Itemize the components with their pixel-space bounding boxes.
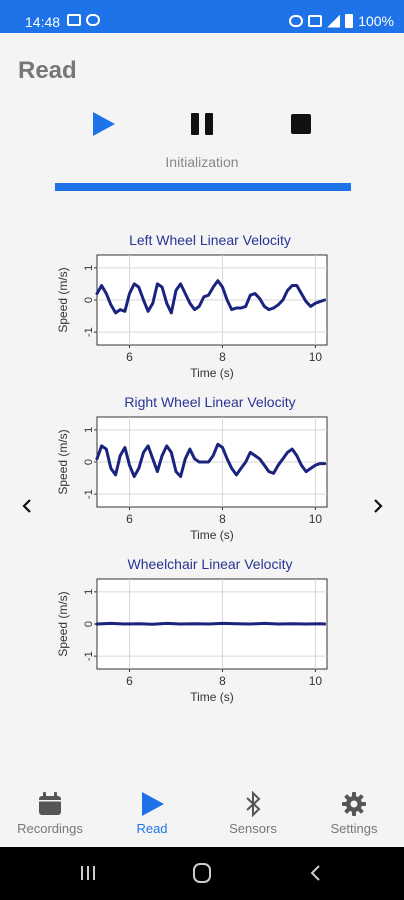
series-line [95,442,327,478]
chart-title: Wheelchair Linear Velocity [128,556,293,572]
x-tick-label: 8 [219,512,226,526]
system-indicators: 100% [289,13,394,29]
battery-level: 100% [358,13,394,29]
right-wheel-chart: Right Wheel Linear Velocity 6 8 10 1 0 -1 Time … [50,390,340,550]
y-axis-label: Speed (m/s) [56,591,70,656]
recent-apps-icon [81,866,95,880]
y-axis-label: Speed (m/s) [56,267,70,332]
y-tick-label: 1 [83,589,95,595]
battery-icon [345,14,354,28]
y-tick-label: 0 [83,459,95,465]
notification-icons [67,14,100,26]
progress-fill [55,183,351,191]
playback-status: Initialization [165,154,239,170]
play-icon [93,112,115,136]
page-title: Read [18,57,77,84]
x-axis-label: Time (s) [190,366,234,380]
x-tick-label: 10 [309,350,323,364]
y-tick-label: 0 [83,297,95,303]
bottom-navigation: Recordings Read Sensors Settings [0,785,404,847]
x-tick-label: 6 [126,674,133,688]
tab-read-label: Read [136,821,168,836]
tab-recordings-label: Recordings [17,821,83,836]
left-wheel-chart: Left Wheel Linear Velocity 6 8 10 1 0 -1 Time (… [50,228,340,388]
wifi-calling-icon [308,15,323,27]
next-page-button[interactable] [368,496,388,516]
chevron-left-icon [22,499,31,513]
tab-read[interactable]: Read [102,791,202,847]
gear-icon [342,792,366,816]
y-tick-label: 1 [83,265,95,271]
y-tick-label: 1 [83,427,95,433]
tab-sensors[interactable]: Sensors [203,791,303,847]
pause-icon [186,113,218,135]
chart-title: Left Wheel Linear Velocity [129,232,291,248]
y-tick-label: -1 [83,489,95,499]
stop-icon [291,114,311,134]
chevron-right-icon [374,499,383,513]
stop-button[interactable] [285,108,317,140]
chart-title: Right Wheel Linear Velocity [124,394,295,410]
previous-page-button[interactable] [17,496,37,516]
status-bar: 14:48 100% [0,0,404,33]
system-navigation-bar [0,847,404,900]
y-axis-label: Speed (m/s) [56,429,70,494]
y-tick-label: -1 [83,327,95,337]
play-button[interactable] [88,108,120,140]
x-tick-label: 6 [126,350,133,364]
x-tick-label: 10 [309,512,323,526]
x-tick-label: 8 [219,674,226,688]
x-axis-label: Time (s) [190,528,234,542]
wheelchair-chart: Wheelchair Linear Velocity 6 8 10 1 0 -1 Time (… [50,552,340,712]
bluetooth-icon [246,791,261,817]
alarm-icon [289,15,304,27]
series-line [95,279,327,315]
mail-icon [67,14,81,26]
y-tick-label: -1 [83,651,95,661]
pause-button[interactable] [186,108,218,140]
tab-recordings[interactable]: Recordings [0,791,100,847]
x-tick-label: 6 [126,512,133,526]
tab-sensors-label: Sensors [229,821,277,836]
calendar-icon [39,792,61,815]
back-button[interactable] [296,861,336,885]
x-axis-label: Time (s) [190,690,234,704]
play-icon [142,792,164,816]
x-tick-label: 10 [309,674,323,688]
series-line [95,621,327,626]
signal-icon [327,14,341,28]
x-tick-label: 8 [219,350,226,364]
progress-bar [55,183,351,191]
home-button[interactable] [182,861,222,885]
back-icon [310,865,320,881]
home-icon [193,863,211,883]
tab-settings[interactable]: Settings [304,791,404,847]
recent-apps-button[interactable] [68,861,108,885]
game-controller-icon [86,14,100,26]
status-time: 14:48 [25,14,61,30]
y-tick-label: 0 [83,621,95,627]
tab-settings-label: Settings [330,821,378,836]
